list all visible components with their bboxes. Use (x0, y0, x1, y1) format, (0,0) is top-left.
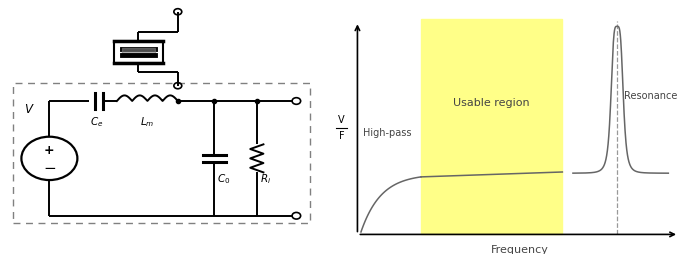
Bar (114, 42, 163, 64)
Text: $L_m$: $L_m$ (140, 114, 154, 128)
Text: High-pass: High-pass (363, 127, 412, 137)
Text: +: + (44, 144, 55, 156)
Text: −: − (43, 160, 56, 175)
Text: $C_0$: $C_0$ (217, 171, 230, 185)
Bar (13, 84, 309, 224)
Text: Frequency: Frequency (491, 244, 549, 254)
Text: V: V (338, 115, 345, 125)
Text: Resonance: Resonance (624, 90, 677, 101)
Text: $C_e$: $C_e$ (91, 114, 104, 128)
Text: F: F (339, 131, 344, 141)
Text: V: V (24, 103, 32, 116)
Text: Usable region: Usable region (453, 98, 530, 108)
Bar (421, 20, 563, 234)
Text: $R_i$: $R_i$ (260, 171, 272, 185)
